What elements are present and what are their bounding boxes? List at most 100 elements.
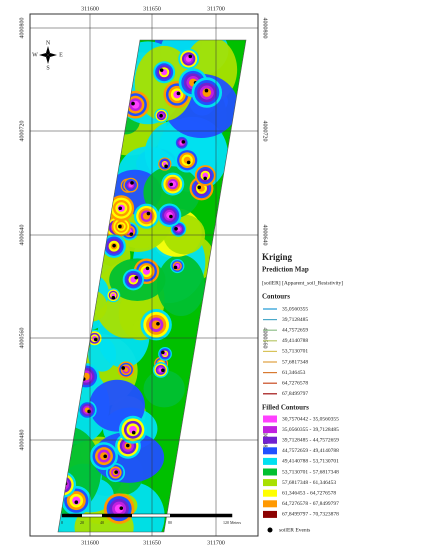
filled-label: 57,6817348 - 61,346453 bbox=[282, 480, 336, 486]
filled-label: 30,7570442 - 35,0560355 bbox=[282, 416, 339, 422]
event-point bbox=[146, 211, 151, 216]
event-point bbox=[103, 454, 108, 459]
x-label-top: 311600 bbox=[81, 6, 99, 12]
scale-label: 20 bbox=[80, 520, 84, 525]
filled-swatch bbox=[263, 457, 277, 465]
filled-swatch bbox=[263, 436, 277, 444]
contour-label: 53,7130701 bbox=[282, 349, 308, 355]
filled-label: 44,7572659 - 49,4140788 bbox=[282, 448, 339, 454]
event-point bbox=[188, 54, 193, 59]
compass-n: N bbox=[46, 40, 51, 46]
filled-swatch bbox=[263, 468, 277, 476]
event-point bbox=[164, 164, 168, 169]
filled-swatch bbox=[263, 426, 277, 434]
x-label-bottom: 311600 bbox=[81, 540, 99, 546]
event-point bbox=[204, 88, 209, 93]
y-label-left: 4000800 bbox=[19, 18, 25, 39]
surface-blob bbox=[143, 370, 185, 408]
x-label-bottom: 311650 bbox=[143, 540, 161, 546]
contour-label: 49,4140788 bbox=[282, 338, 308, 344]
x-label-bottom: 311700 bbox=[207, 540, 225, 546]
contours-heading: Contours bbox=[262, 293, 290, 301]
event-point bbox=[87, 409, 91, 414]
event-point bbox=[114, 470, 118, 474]
events-label: soilER Events bbox=[279, 527, 310, 533]
compass-w: W bbox=[32, 52, 38, 58]
filled-swatch bbox=[263, 447, 277, 455]
legend-title: Kriging bbox=[262, 252, 293, 262]
filled-label: 39,7128485 - 44,7572659 bbox=[282, 437, 339, 443]
scale-label: 40 bbox=[100, 520, 104, 525]
filled-label: 49,4140788 - 53,7130701 bbox=[282, 459, 339, 465]
y-label-left: 4000640 bbox=[19, 225, 25, 246]
event-point bbox=[111, 295, 116, 300]
event-point bbox=[145, 266, 150, 271]
event-point bbox=[197, 185, 202, 190]
contour-label: 61,346453 bbox=[282, 370, 306, 376]
event-point bbox=[94, 337, 98, 342]
y-label-right: 4000560 bbox=[262, 328, 268, 349]
event-point bbox=[186, 160, 191, 165]
map-frame bbox=[29, 13, 259, 537]
filled-swatch bbox=[263, 500, 277, 508]
x-label-top: 311700 bbox=[207, 6, 225, 12]
y-label-right: 4000800 bbox=[262, 18, 268, 39]
scale-label: 0 bbox=[61, 520, 63, 525]
compass-s: S bbox=[46, 65, 49, 71]
event-point bbox=[112, 243, 116, 248]
compass-e: E bbox=[59, 52, 63, 58]
y-label-left: 4000480 bbox=[19, 430, 25, 451]
event-point bbox=[129, 232, 134, 237]
filled-swatch bbox=[263, 510, 277, 518]
event-point bbox=[181, 140, 186, 144]
event-point bbox=[156, 321, 160, 326]
scale-bar: 0 20 40 80 120 Meters bbox=[61, 513, 242, 525]
filled-label: 67,8499797 - 70,7323878 bbox=[282, 512, 339, 518]
y-label-left: 4000720 bbox=[19, 121, 25, 142]
event-point bbox=[161, 350, 165, 355]
north-arrow: W E N S bbox=[32, 40, 63, 71]
surface-blob bbox=[156, 254, 205, 317]
contour-label: 44,7572659 bbox=[282, 327, 308, 333]
event-point bbox=[159, 113, 163, 118]
event-point bbox=[174, 226, 178, 231]
legend-subtitle: Prediction Map bbox=[262, 266, 309, 274]
legend-layer: [soilER] [Apparent_soil_Resistivity] bbox=[262, 280, 343, 286]
y-label-left: 4000560 bbox=[19, 328, 25, 349]
contour-label: 35,0560355 bbox=[282, 306, 308, 312]
scale-label: 120 Meters bbox=[223, 520, 242, 525]
event-point bbox=[74, 500, 79, 504]
filled-label: 35,0560355 - 39,7128485 bbox=[282, 427, 339, 433]
event-point bbox=[131, 101, 135, 106]
surface-core bbox=[202, 88, 212, 97]
strip-outline bbox=[57, 39, 247, 533]
event-point bbox=[130, 181, 134, 185]
contour-label: 64,7276578 bbox=[282, 380, 308, 386]
event-point bbox=[161, 368, 165, 373]
graticule: 3116003116003116503116503117003117004000… bbox=[19, 6, 267, 546]
event-point bbox=[118, 224, 122, 229]
surface-core bbox=[202, 172, 209, 179]
filled-label: 61,346453 - 64,7276578 bbox=[282, 490, 336, 496]
event-point bbox=[159, 68, 164, 72]
filled-swatch bbox=[263, 415, 277, 423]
event-point bbox=[203, 176, 207, 181]
event-point bbox=[169, 214, 173, 219]
filled-label: 64,7276578 - 67,8499797 bbox=[282, 501, 339, 507]
filled-swatch bbox=[263, 489, 277, 497]
x-label-top: 311650 bbox=[143, 6, 161, 12]
event-point bbox=[119, 506, 124, 510]
event-point bbox=[134, 275, 139, 280]
event-point bbox=[169, 182, 174, 187]
scale-label: 80 bbox=[168, 520, 172, 525]
filled-heading: Filled Contours bbox=[262, 404, 309, 412]
filled-label: 53,7130701 - 57,6817348 bbox=[282, 469, 339, 475]
event-point bbox=[176, 91, 181, 96]
filled-swatch bbox=[263, 479, 277, 487]
event-point bbox=[173, 265, 178, 270]
contour-label: 39,7128485 bbox=[282, 317, 308, 323]
y-label-right: 4000720 bbox=[262, 121, 268, 142]
event-point bbox=[118, 206, 123, 211]
event-point bbox=[121, 366, 126, 370]
